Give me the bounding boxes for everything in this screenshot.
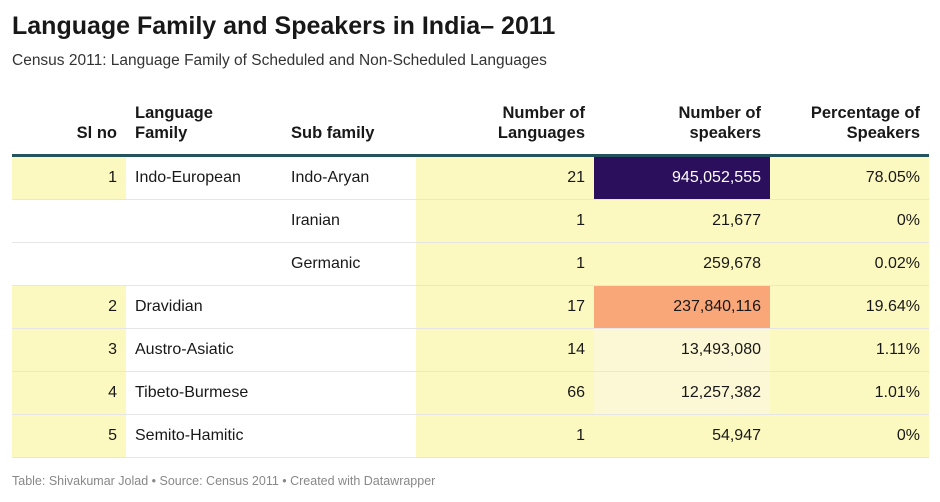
number-of-languages-cell: 1 <box>416 414 594 458</box>
table-row: 2 Dravidian 17 237,840,116 19.64% <box>12 285 929 329</box>
number-of-languages-cell: 17 <box>416 285 594 329</box>
number-of-speakers-cell: 12,257,382 <box>594 371 770 415</box>
number-of-speakers-cell: 259,678 <box>594 242 770 286</box>
language-family-cell: Tibeto-Burmese <box>126 371 282 415</box>
language-family-cell: Indo-European <box>126 155 282 200</box>
sl-no-cell: 3 <box>12 328 126 372</box>
percentage-of-speakers-cell: 0% <box>770 199 929 243</box>
table-row: 5 Semito-Hamitic 1 54,947 0% <box>12 414 929 458</box>
sub-family-cell <box>282 285 416 329</box>
number-of-languages-cell: 21 <box>416 155 594 200</box>
number-of-speakers-cell: 13,493,080 <box>594 328 770 372</box>
chart-title: Language Family and Speakers in India– 2… <box>12 12 556 40</box>
sub-family-cell <box>282 371 416 415</box>
column-header-percentage-of-speakers[interactable]: Percentage of Speakers <box>810 103 920 143</box>
table-header-row: Sl no Language Family Sub family Number o… <box>12 96 929 156</box>
table-row: 1 Indo-European Indo-Aryan 21 945,052,555 78.… <box>12 155 929 200</box>
percentage-of-speakers-cell: 19.64% <box>770 285 929 329</box>
language-family-cell <box>126 242 282 286</box>
number-of-languages-cell: 1 <box>416 242 594 286</box>
number-of-languages-cell: 1 <box>416 199 594 243</box>
chart-subtitle: Census 2011: Language Family of Schedule… <box>12 52 547 69</box>
percentage-of-speakers-cell: 0% <box>770 414 929 458</box>
chart-footer: Table: Shivakumar Jolad • Source: Census… <box>12 474 436 488</box>
data-table: Sl no Language Family Sub family Number o… <box>12 96 929 458</box>
number-of-speakers-cell: 945,052,555 <box>594 155 770 200</box>
language-family-cell: Austro-Asiatic <box>126 328 282 372</box>
sub-family-cell <box>282 328 416 372</box>
column-header-number-of-languages[interactable]: Number of Languages <box>497 103 585 143</box>
column-header-number-of-speakers[interactable]: Number of speakers <box>678 103 762 143</box>
column-header-language-family[interactable]: Language Family <box>135 103 213 143</box>
number-of-languages-cell: 66 <box>416 371 594 415</box>
number-of-languages-cell: 14 <box>416 328 594 372</box>
sl-no-cell <box>12 242 126 286</box>
number-of-speakers-cell: 237,840,116 <box>594 285 770 329</box>
percentage-of-speakers-cell: 78.05% <box>770 155 929 200</box>
language-family-cell: Dravidian <box>126 285 282 329</box>
language-family-cell: Semito-Hamitic <box>126 414 282 458</box>
table-row: Germanic 1 259,678 0.02% <box>12 242 929 286</box>
table-row: 4 Tibeto-Burmese 66 12,257,382 1.01% <box>12 371 929 415</box>
sl-no-cell: 1 <box>12 155 126 200</box>
number-of-speakers-cell: 54,947 <box>594 414 770 458</box>
table-body: 1 Indo-European Indo-Aryan 21 945,052,555 78.… <box>12 155 929 458</box>
percentage-of-speakers-cell: 0.02% <box>770 242 929 286</box>
sl-no-cell: 5 <box>12 414 126 458</box>
percentage-of-speakers-cell: 1.11% <box>770 328 929 372</box>
sub-family-cell: Germanic <box>282 242 416 286</box>
number-of-speakers-cell: 21,677 <box>594 199 770 243</box>
table-row: Iranian 1 21,677 0% <box>12 199 929 243</box>
sl-no-cell <box>12 199 126 243</box>
percentage-of-speakers-cell: 1.01% <box>770 371 929 415</box>
column-header-sl-no[interactable]: Sl no <box>76 124 117 143</box>
sl-no-cell: 2 <box>12 285 126 329</box>
table-row: 3 Austro-Asiatic 14 13,493,080 1.11% <box>12 328 929 372</box>
sl-no-cell: 4 <box>12 371 126 415</box>
language-family-cell <box>126 199 282 243</box>
column-header-sub-family[interactable]: Sub family <box>291 124 375 143</box>
sub-family-cell <box>282 414 416 458</box>
sub-family-cell: Iranian <box>282 199 416 243</box>
sub-family-cell: Indo-Aryan <box>282 155 416 200</box>
